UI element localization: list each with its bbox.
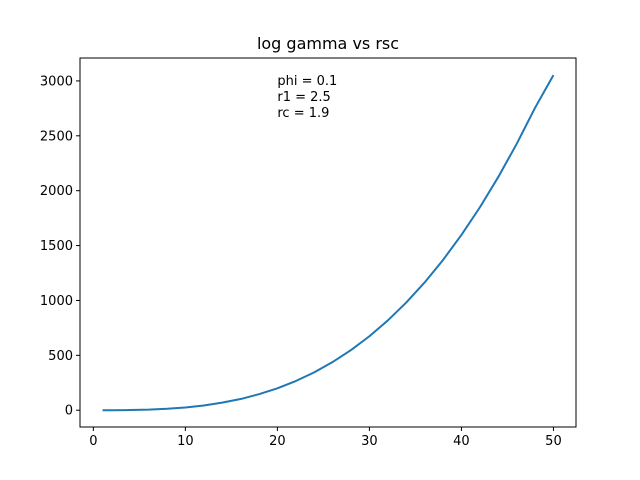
chart-title: log gamma vs rsc	[257, 34, 399, 53]
plot-area	[102, 74, 555, 412]
y-tick-label: 0	[65, 404, 73, 419]
x-tick-label: 10	[177, 434, 194, 449]
annotation-group: phi = 0.1r1 = 2.5rc = 1.9	[277, 74, 337, 121]
y-tick-label: 2000	[40, 184, 73, 199]
annotation-text: r1 = 2.5	[277, 90, 330, 105]
annotation-text: rc = 1.9	[277, 106, 329, 121]
x-tick-label: 30	[361, 434, 378, 449]
y-tick-label: 3000	[40, 74, 73, 89]
series-line-0	[102, 74, 555, 412]
x-tick-label: 40	[453, 434, 470, 449]
x-tick-label: 0	[89, 434, 97, 449]
annotation-text: phi = 0.1	[277, 74, 337, 89]
x-tick-label: 50	[545, 434, 562, 449]
y-axis: 0 500 1000 1500 2000 2500 3000	[40, 74, 80, 419]
y-tick-label: 500	[48, 349, 73, 364]
x-axis: 0 10 20 30 40 50	[89, 427, 562, 449]
y-tick-label: 1500	[40, 239, 73, 254]
y-tick-label: 1000	[40, 294, 73, 309]
axes-frame	[79, 57, 577, 428]
x-tick-label: 20	[269, 434, 286, 449]
y-tick-label: 2500	[40, 129, 73, 144]
